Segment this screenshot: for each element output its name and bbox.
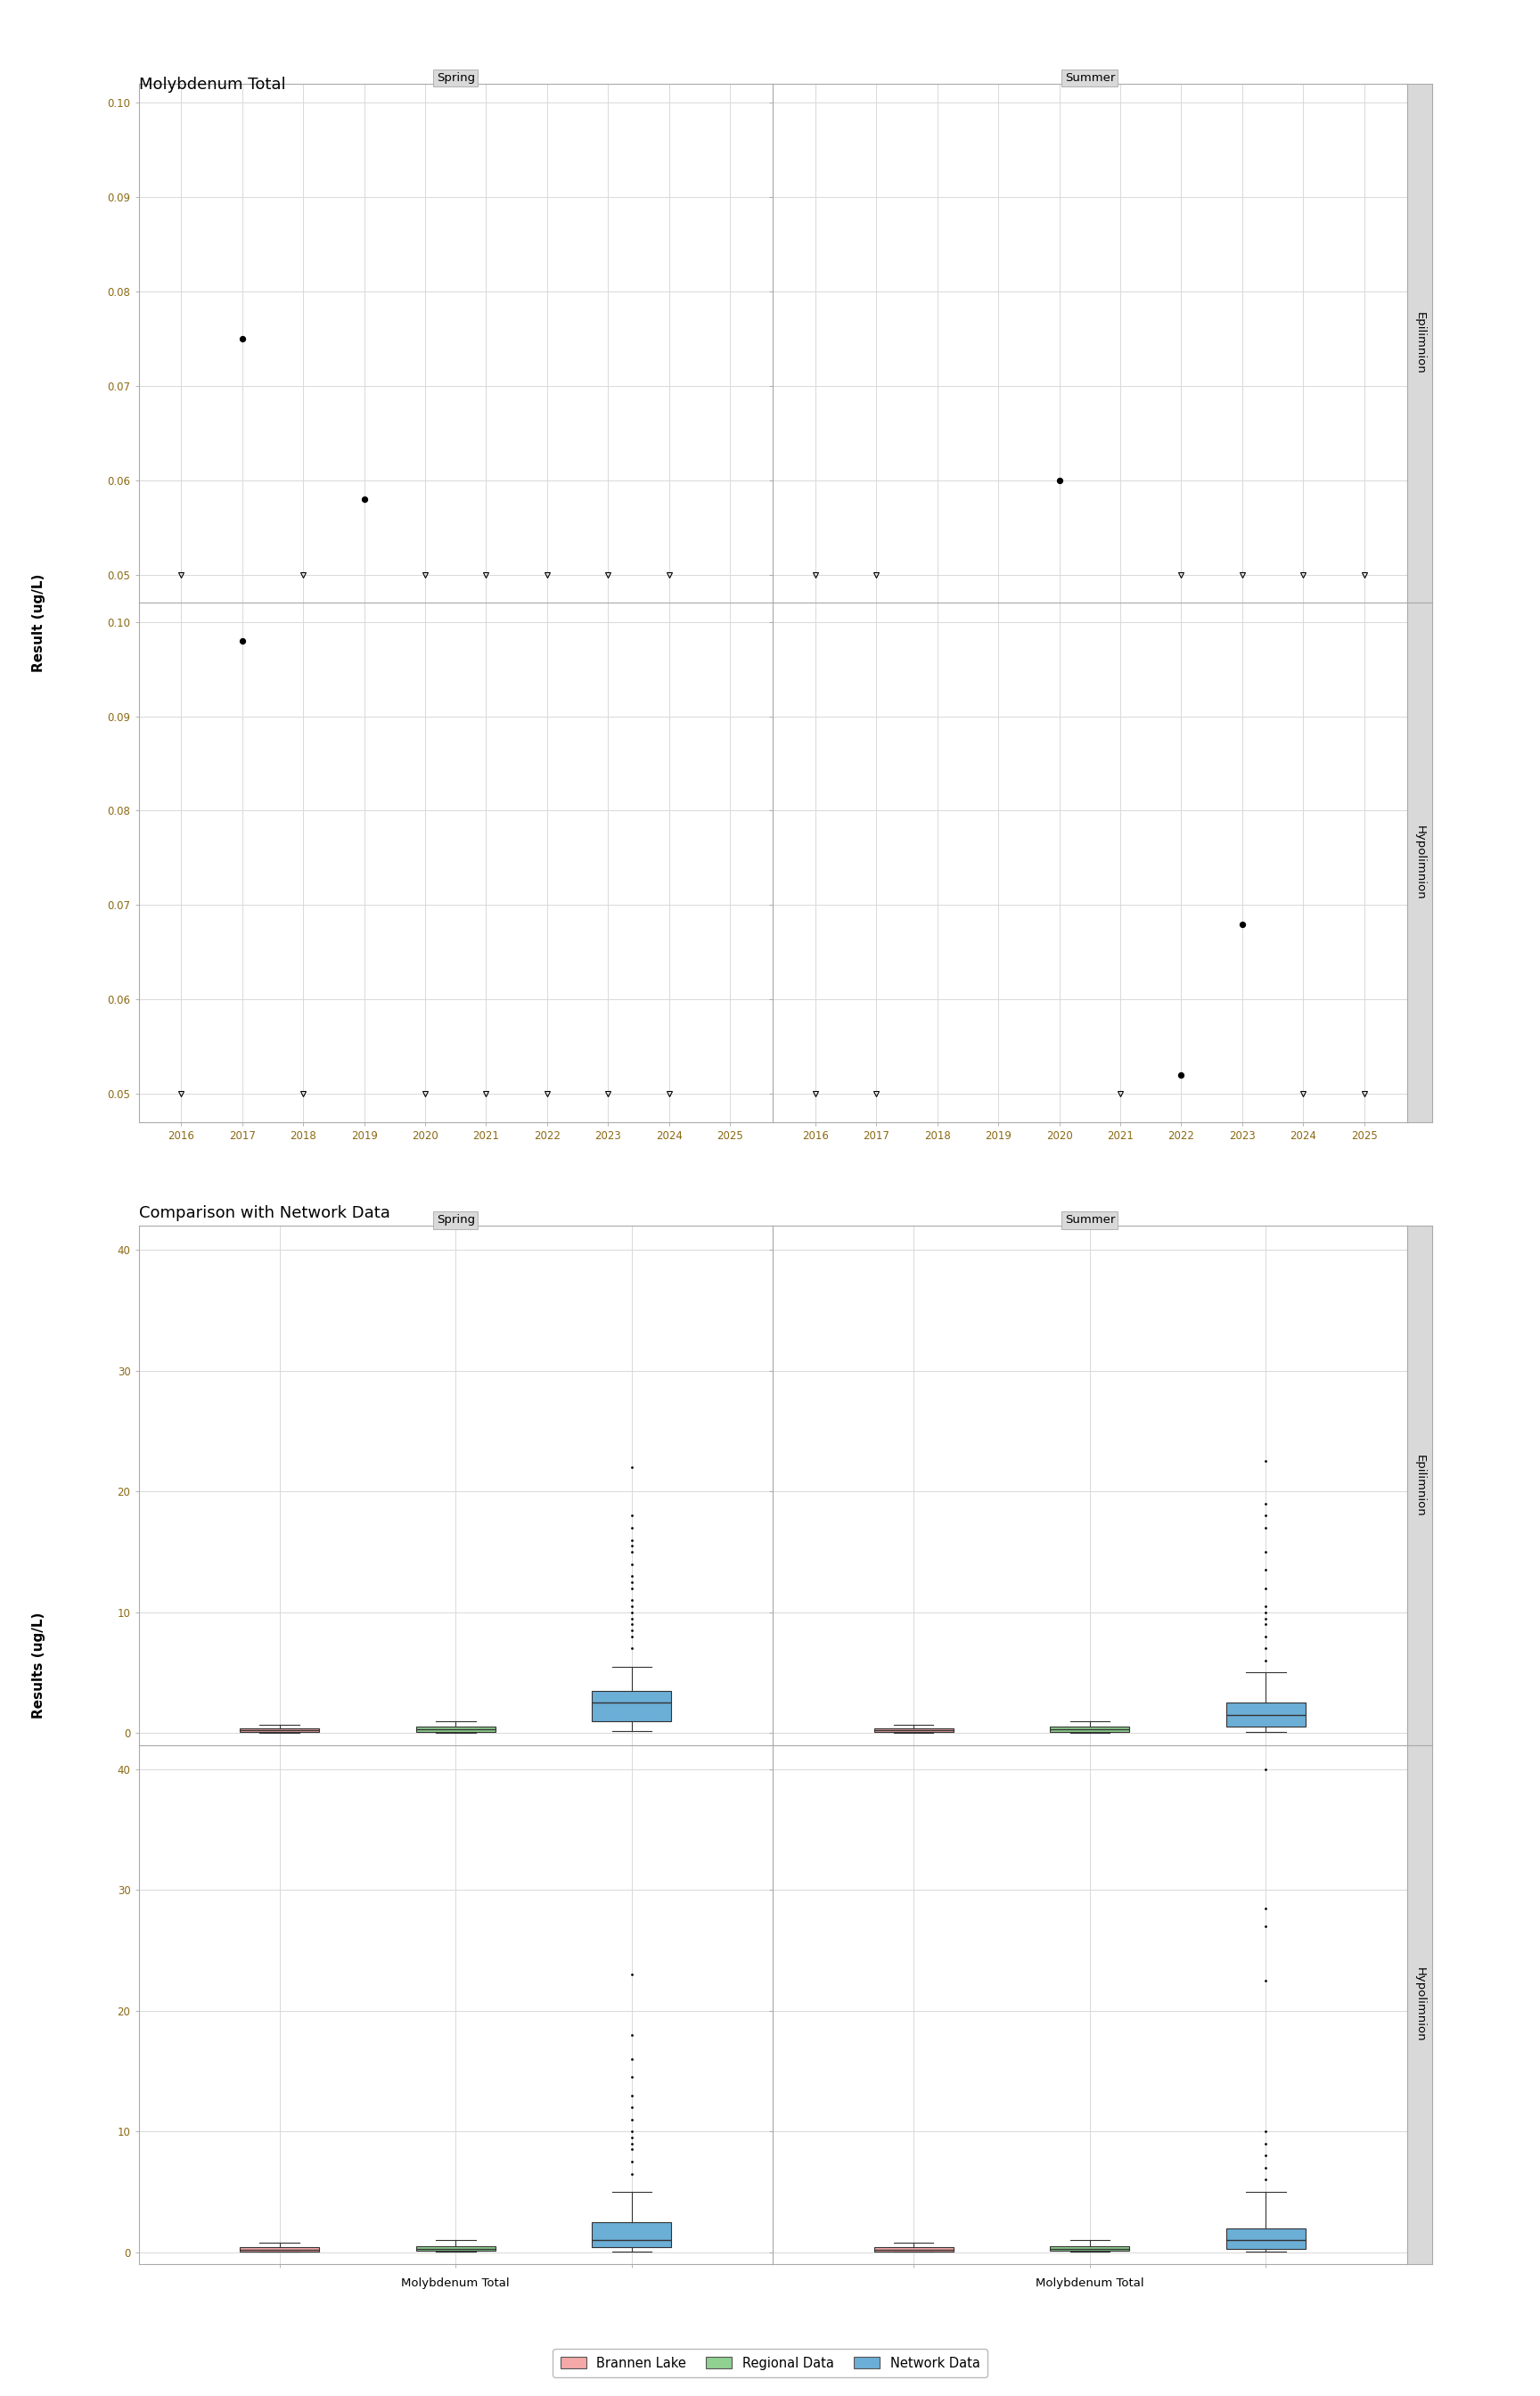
Point (1169, 1057, 1193, 1095)
Point (229, 319, 254, 357)
PathPatch shape (240, 2247, 319, 2252)
Text: Molybdenum Total: Molybdenum Total (139, 77, 285, 93)
Title: Spring: Spring (436, 1215, 474, 1227)
PathPatch shape (1226, 1704, 1306, 1728)
PathPatch shape (1226, 2228, 1306, 2247)
Text: Hypolimnion: Hypolimnion (1414, 1967, 1426, 2041)
Text: Epilimnion: Epilimnion (1414, 1454, 1426, 1517)
X-axis label: Molybdenum Total: Molybdenum Total (402, 2276, 510, 2288)
Text: Comparison with Network Data: Comparison with Network Data (139, 1205, 390, 1222)
PathPatch shape (875, 1728, 953, 1732)
Point (1230, 906, 1255, 944)
PathPatch shape (593, 2221, 671, 2247)
Text: Result (ug/L): Result (ug/L) (32, 573, 45, 673)
Text: Results (ug/L): Results (ug/L) (32, 1613, 45, 1718)
X-axis label: Molybdenum Total: Molybdenum Total (1035, 2276, 1144, 2288)
PathPatch shape (240, 1728, 319, 1732)
PathPatch shape (416, 2245, 496, 2250)
PathPatch shape (875, 2247, 953, 2252)
PathPatch shape (416, 1728, 496, 1732)
PathPatch shape (1050, 2245, 1129, 2250)
Point (1047, 460, 1072, 498)
Title: Summer: Summer (1064, 1215, 1115, 1227)
Title: Summer: Summer (1064, 72, 1115, 84)
Title: Spring: Spring (436, 72, 474, 84)
PathPatch shape (1050, 1728, 1129, 1732)
Text: Hypolimnion: Hypolimnion (1414, 824, 1426, 901)
Text: Epilimnion: Epilimnion (1414, 311, 1426, 374)
PathPatch shape (593, 1692, 671, 1720)
Point (229, 621, 254, 659)
Legend: Brannen Lake, Regional Data, Network Data: Brannen Lake, Regional Data, Network Dat… (553, 2348, 987, 2377)
Point (351, 479, 376, 518)
